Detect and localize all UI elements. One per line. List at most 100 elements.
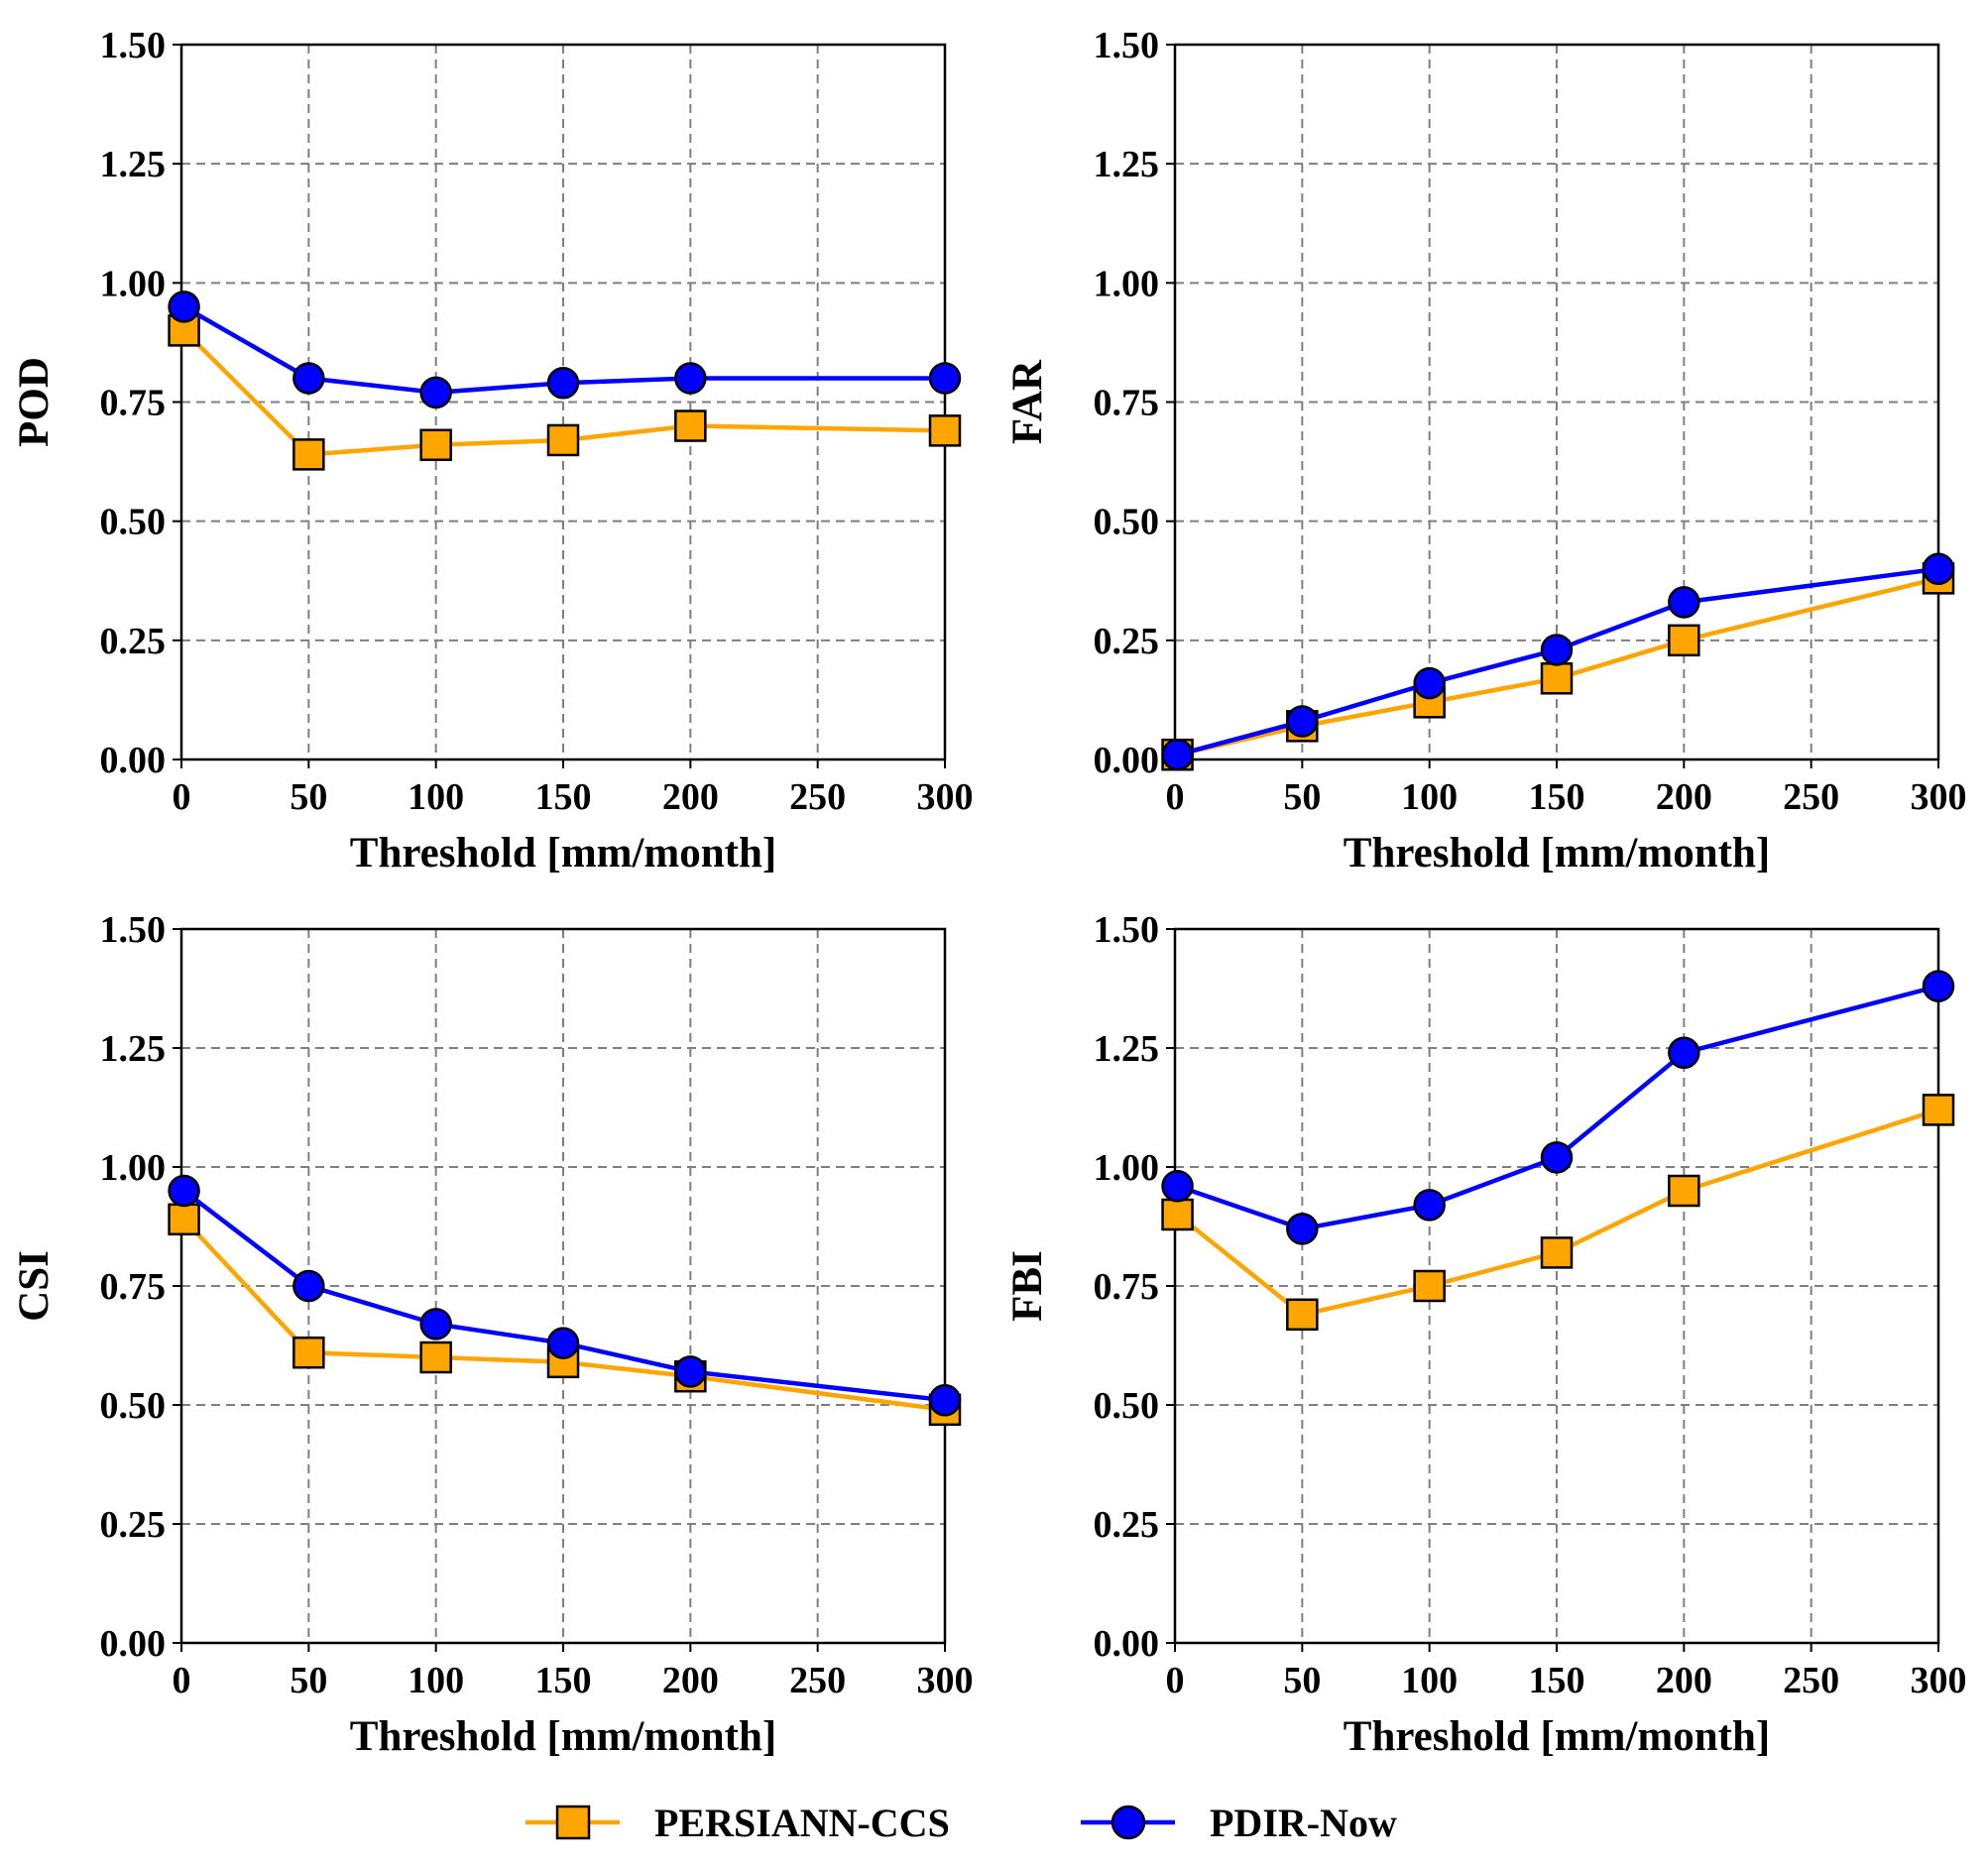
- y-tick-label: 1.25: [100, 1028, 167, 1070]
- series-pdir-now: [168, 1174, 962, 1417]
- y-tick-label: 1.25: [1094, 1028, 1160, 1070]
- data-point-square: [1161, 1198, 1194, 1231]
- y-tick-label: 0.00: [100, 740, 167, 781]
- plot-frame: [1173, 927, 1940, 1645]
- x-tick-label: 150: [1529, 776, 1585, 818]
- data-point-square: [1540, 662, 1574, 695]
- data-point-square: [1286, 1298, 1319, 1332]
- x-tick-label: 150: [535, 1660, 592, 1701]
- x-tick-label: 0: [1166, 1660, 1185, 1701]
- y-axis-title: POD: [11, 357, 58, 447]
- series-pdir-now: [1161, 552, 1955, 771]
- data-point-circle: [1922, 552, 1955, 585]
- y-tick-label: 1.50: [100, 909, 167, 951]
- plot-frame: [1173, 43, 1940, 761]
- series-persiann-ccs: [168, 314, 962, 471]
- legend-marker-circle: [1111, 1805, 1146, 1840]
- x-tick-label: 100: [1401, 776, 1458, 818]
- y-axis-title: FBI: [1004, 1250, 1051, 1322]
- panel-pod: 0 50 100 150 200 250 300 0.00 0.25 0.50 0.75 1.00 1.…: [11, 25, 974, 876]
- series-line: [181, 328, 946, 457]
- data-point-circle: [1413, 1189, 1446, 1222]
- data-point-circle: [674, 1355, 707, 1388]
- y-tick-label: 1.00: [1094, 263, 1160, 304]
- x-tick-label: 50: [1283, 1660, 1321, 1701]
- y-tick-label: 0.50: [100, 502, 167, 543]
- y-tick-label: 0.75: [100, 1266, 167, 1308]
- data-point-circle: [1540, 1141, 1574, 1174]
- y-tick-label: 0.25: [100, 1504, 167, 1546]
- x-tick-label: 250: [1783, 1660, 1839, 1701]
- x-tick-label: 300: [917, 776, 974, 818]
- y-tick-label: 0.50: [100, 1385, 167, 1427]
- y-tick-label: 1.50: [1094, 25, 1160, 66]
- x-tick-label: 100: [1401, 1660, 1458, 1701]
- x-tick-label: 100: [408, 1660, 464, 1701]
- x-tick-label: 300: [1911, 776, 1967, 818]
- y-tick-label: 0.00: [1094, 1623, 1160, 1665]
- x-tick-label: 250: [789, 1660, 846, 1701]
- x-tick-label: 0: [173, 776, 191, 818]
- y-tick-label: 1.00: [100, 1147, 167, 1189]
- data-point-circle: [928, 1383, 962, 1417]
- y-tick-label: 1.25: [100, 144, 167, 185]
- data-point-circle: [1286, 705, 1319, 738]
- panel-csi: 0 50 100 150 200 250 300 0.00 0.25 0.50 0.75 1.00 1.…: [11, 909, 974, 1760]
- data-point-circle: [419, 376, 452, 409]
- data-point-square: [1668, 624, 1700, 657]
- data-point-square: [419, 1341, 452, 1374]
- data-point-circle: [168, 291, 200, 323]
- x-tick-label: 0: [1166, 776, 1185, 818]
- x-tick-label: 300: [1911, 1660, 1967, 1701]
- x-tick-label: 100: [408, 776, 464, 818]
- x-axis-title: Threshold [mm/month]: [350, 830, 776, 876]
- series-persiann-ccs: [1161, 1094, 1955, 1332]
- y-tick-label: 0.25: [100, 621, 167, 662]
- y-tick-label: 0.50: [1094, 502, 1160, 543]
- series-line: [1176, 1108, 1939, 1318]
- data-point-circle: [419, 1308, 452, 1341]
- x-tick-label: 200: [662, 1660, 719, 1701]
- y-tick-label: 1.50: [1094, 909, 1160, 951]
- series-persiann-ccs: [168, 1203, 962, 1427]
- data-point-circle: [1286, 1213, 1319, 1245]
- legend-label: PDIR-Now: [1210, 1801, 1397, 1845]
- grid-lines: [1175, 929, 1938, 1643]
- series-line: [182, 1189, 946, 1403]
- data-point-square: [928, 414, 962, 447]
- data-point-circle: [168, 1174, 200, 1208]
- x-tick-label: 200: [662, 776, 719, 818]
- y-axis-title: CSI: [11, 1250, 58, 1322]
- y-tick-label: 1.25: [1094, 144, 1160, 185]
- y-tick-label: 1.00: [100, 263, 167, 304]
- data-point-square: [292, 1336, 325, 1369]
- y-tick-label: 0.00: [1094, 740, 1160, 781]
- grid-lines: [181, 45, 945, 759]
- panel-fbi: 0 50 100 150 200 250 300 0.00 0.25 0.50 0.75 1.00 1.…: [1004, 909, 1967, 1760]
- data-point-circle: [1668, 1036, 1700, 1070]
- x-tick-label: 300: [917, 1660, 974, 1701]
- plot-frame: [179, 927, 947, 1645]
- legend-item-pdir-now: PDIR-Now: [1081, 1801, 1397, 1845]
- series-line: [1176, 984, 1939, 1231]
- x-tick-label: 150: [535, 776, 592, 818]
- data-point-circle: [928, 362, 962, 395]
- data-point-square: [1668, 1174, 1700, 1208]
- data-point-circle: [1161, 738, 1194, 771]
- data-point-circle: [1922, 970, 1955, 1002]
- y-tick-label: 0.50: [1094, 1385, 1160, 1427]
- y-tick-label: 0.75: [100, 383, 167, 424]
- data-point-circle: [1161, 1169, 1194, 1203]
- x-tick-label: 0: [173, 1660, 191, 1701]
- x-tick-label: 150: [1529, 1660, 1585, 1701]
- legend: PERSIANN-CCS PDIR-Now: [526, 1801, 1397, 1845]
- y-tick-label: 0.25: [1094, 621, 1160, 662]
- data-point-square: [546, 423, 580, 457]
- x-tick-label: 250: [1783, 776, 1839, 818]
- panel-far: 0 50 100 150 200 250 300 0.00 0.25 0.50 0.75 1.00 1.…: [1004, 25, 1967, 876]
- plot-frame: [179, 43, 947, 761]
- series-line: [1177, 576, 1939, 758]
- data-point-circle: [674, 362, 707, 395]
- data-point-circle: [546, 1327, 580, 1359]
